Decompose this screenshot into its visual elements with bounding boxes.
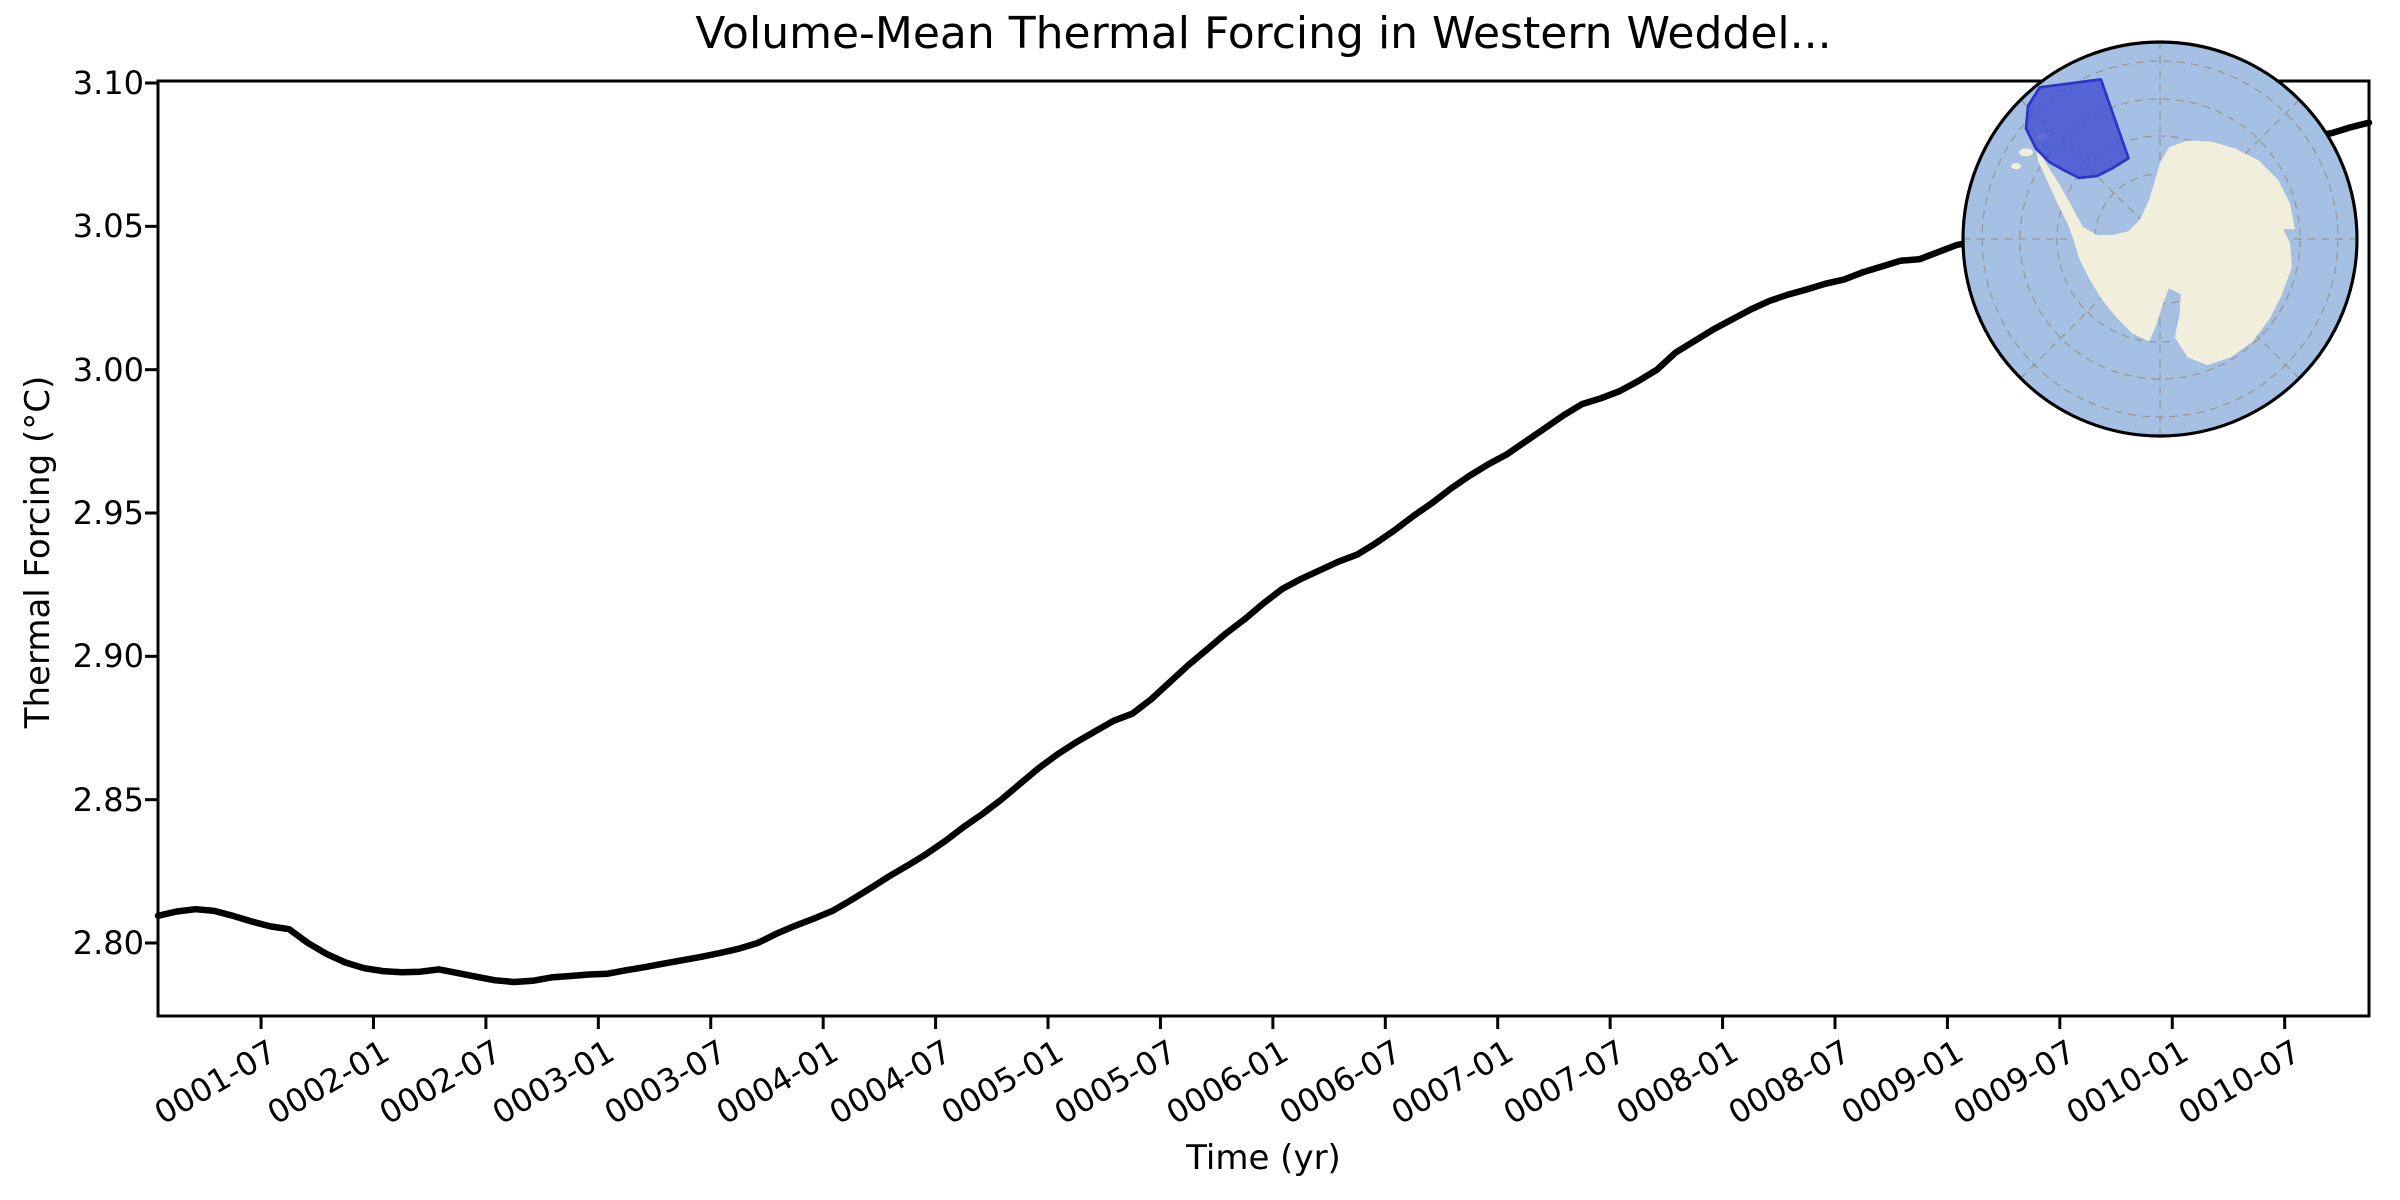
highlight-region-western-weddell [2024, 78, 2130, 180]
antarctica-land [2035, 140, 2295, 366]
y-tick-label: 2.85 [72, 780, 144, 819]
axes-spines [156, 79, 2371, 1018]
tick-marks [145, 81, 2287, 1029]
chart-title: Volume-Mean Thermal Forcing in Western W… [695, 8, 1832, 59]
y-tick-label: 2.95 [72, 493, 144, 532]
y-tick-label: 2.80 [72, 924, 144, 962]
y-tick-label: 3.00 [72, 350, 144, 389]
x-axis-label: Time (yr) [1186, 1138, 1341, 1178]
y-tick-label: 3.05 [72, 207, 144, 246]
y-tick-label: 3.10 [72, 63, 144, 102]
inset-clipped [1963, 42, 2357, 436]
antarctica-inset-map [1961, 40, 2359, 438]
inset-globe [1961, 40, 2359, 438]
island [2011, 162, 2022, 170]
y-tick-label: 2.90 [72, 637, 144, 676]
island [2019, 148, 2033, 157]
map-edge [1961, 40, 2359, 438]
